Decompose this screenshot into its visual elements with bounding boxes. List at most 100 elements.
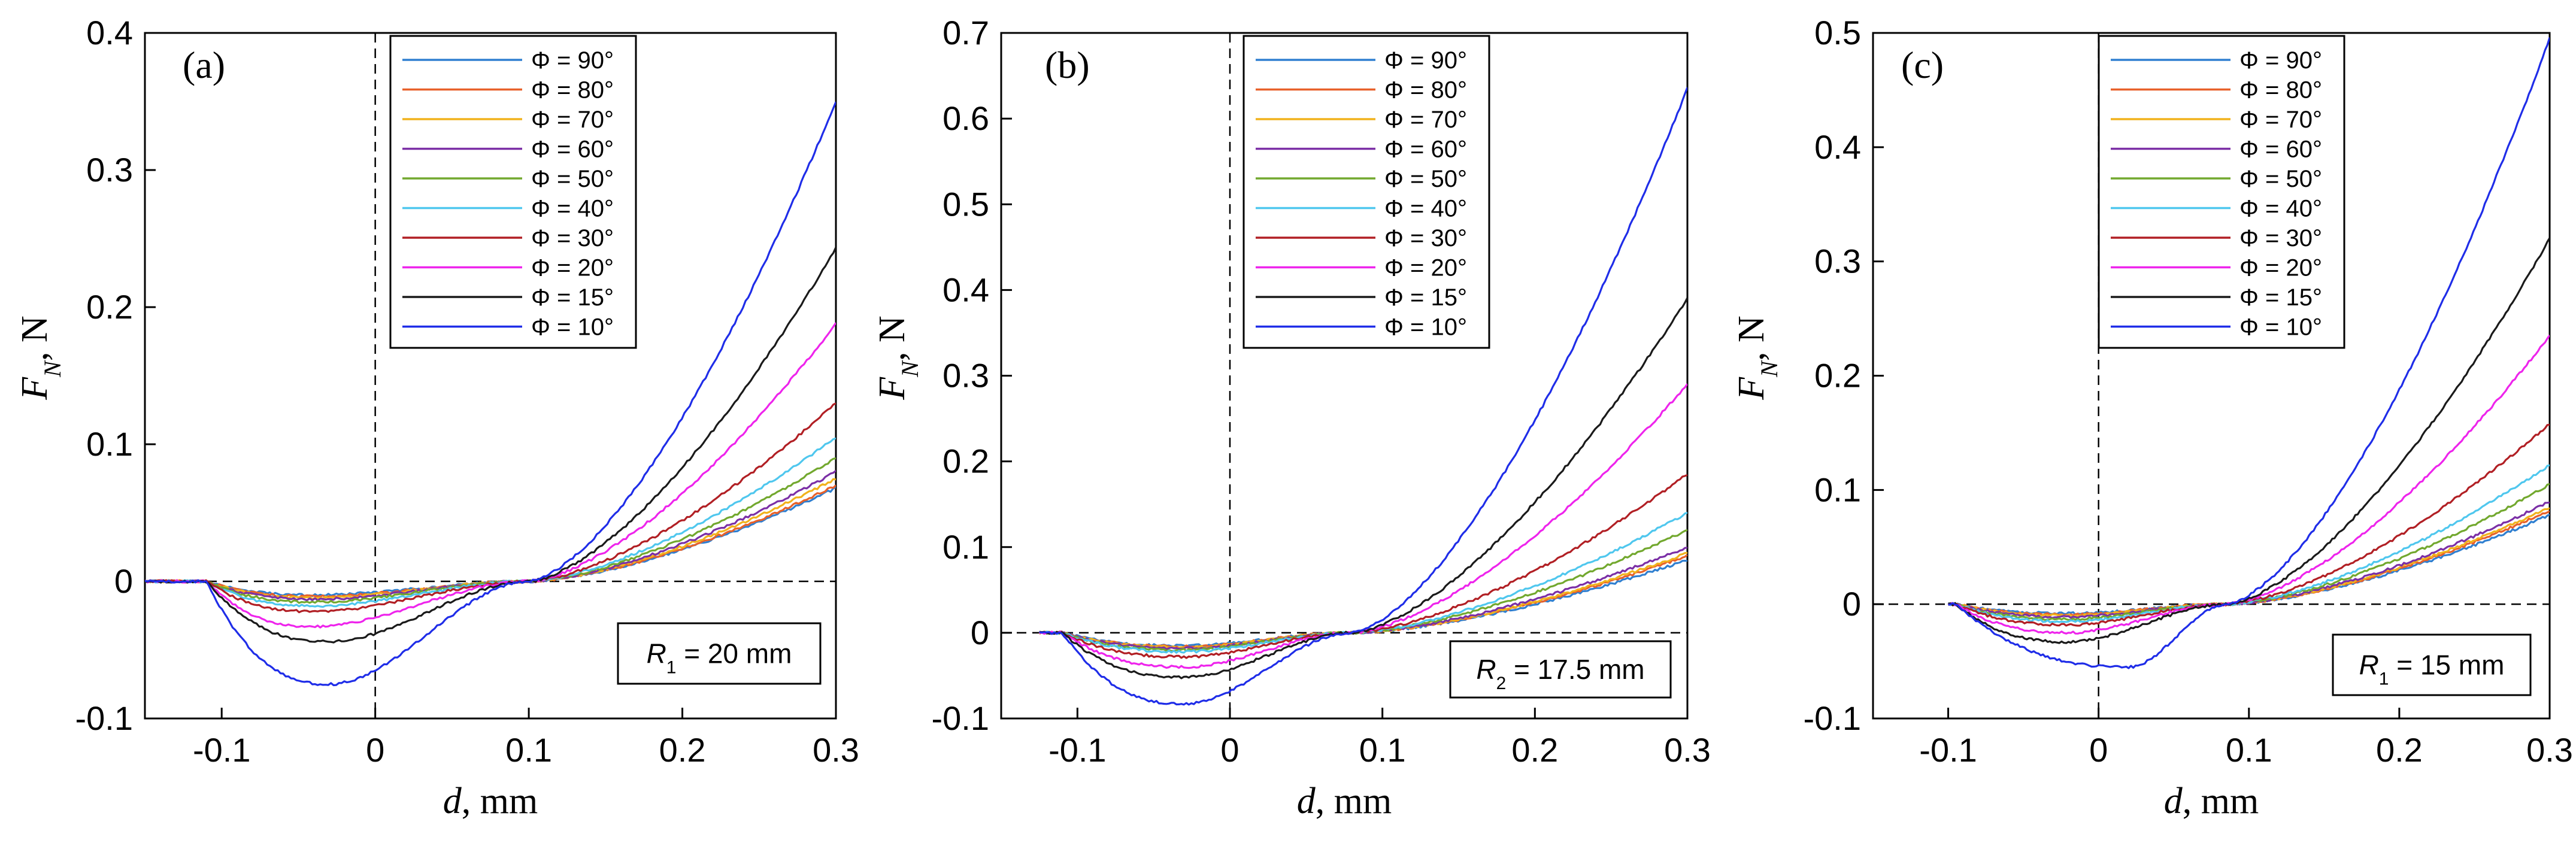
legend-entry: Φ = 90° bbox=[2239, 47, 2322, 74]
y-tick-label: 0.2 bbox=[1814, 357, 1861, 395]
panel-label: (c) bbox=[1901, 44, 1944, 86]
x-tick-label: 0.3 bbox=[813, 731, 859, 769]
legend-entry: Φ = 15° bbox=[531, 284, 614, 311]
legend-entry: Φ = 15° bbox=[1384, 284, 1467, 311]
series-line-10deg bbox=[145, 101, 836, 687]
y-tick-label: 0.3 bbox=[942, 357, 989, 395]
legend-box bbox=[1242, 35, 1490, 349]
series-line-90deg bbox=[145, 486, 836, 598]
legend: Φ = 90° Φ = 80° Φ = 70° Φ = 60° Φ = 50° Φ = 4… bbox=[1242, 35, 1490, 349]
y-axis-label: FN, N bbox=[872, 316, 923, 401]
y-tick-label: 0.4 bbox=[1814, 128, 1861, 166]
annotation-text: R1 = 20 mm bbox=[647, 638, 792, 678]
x-tick-label: 0 bbox=[366, 731, 384, 769]
legend-entry: Φ = 80° bbox=[2239, 77, 2322, 104]
legend-entry: Φ = 70° bbox=[2239, 107, 2322, 133]
legend-entry: Φ = 40° bbox=[2239, 196, 2322, 222]
series-line-15deg bbox=[1039, 297, 1687, 680]
series-line-20deg bbox=[1947, 334, 2550, 635]
legend-entry: Φ = 90° bbox=[1384, 47, 1467, 74]
legend-entry: Φ = 80° bbox=[1384, 77, 1467, 104]
panel-label: (b) bbox=[1045, 44, 1090, 86]
y-tick-label: 0 bbox=[971, 614, 989, 651]
y-axis-label: FN, N bbox=[14, 316, 66, 401]
series-line-90deg bbox=[1038, 560, 1687, 648]
series-line-15deg bbox=[1948, 237, 2550, 644]
series-lines bbox=[145, 101, 836, 687]
annotation-box bbox=[1449, 640, 1672, 699]
annotation-box bbox=[617, 622, 822, 685]
legend-entry: Φ = 30° bbox=[531, 225, 614, 251]
legend-entry: Φ = 10° bbox=[531, 314, 614, 341]
series-line-40deg bbox=[1947, 464, 2550, 623]
radius-annotation: R1 = 20 mm bbox=[617, 622, 822, 685]
y-tick-label: 0.5 bbox=[942, 185, 989, 223]
y-tick-label: 0.4 bbox=[86, 14, 133, 51]
x-tick-label: 0.2 bbox=[659, 731, 706, 769]
legend-entry: Φ = 10° bbox=[1384, 314, 1467, 341]
legend-entry: Φ = 50° bbox=[1384, 166, 1467, 192]
legend: Φ = 90° Φ = 80° Φ = 70° Φ = 60° Φ = 50° Φ = 4… bbox=[2098, 35, 2345, 349]
x-tick-label: -0.1 bbox=[1048, 731, 1107, 769]
legend-entry: Φ = 50° bbox=[531, 166, 614, 192]
y-tick-label: -0.1 bbox=[932, 699, 990, 737]
y-tick-label: 0.2 bbox=[942, 442, 989, 480]
x-tick-label: 0.1 bbox=[2226, 731, 2272, 769]
y-tick-label: 0.1 bbox=[942, 528, 989, 566]
chart-panel-2: -0.1 0 0.1 0.2 0.3 -0.1 0 0.1 0.2 0.3 0.4 0.5 0.6 0.7… bbox=[872, 14, 1711, 821]
y-tick-label: 0.7 bbox=[942, 14, 989, 51]
x-tick-label: -0.1 bbox=[1919, 731, 1977, 769]
legend-entry: Φ = 60° bbox=[1384, 137, 1467, 163]
y-tick-label: 0.4 bbox=[942, 271, 989, 308]
x-axis-label: d, mm bbox=[443, 781, 538, 821]
y-tick-label: 0 bbox=[1842, 585, 1861, 623]
panel-label: (a) bbox=[183, 44, 225, 86]
x-tick-label: 0 bbox=[2089, 731, 2108, 769]
x-axis-label: d, mm bbox=[1297, 781, 1392, 821]
legend-entry: Φ = 50° bbox=[2239, 166, 2322, 192]
legend-entry: Φ = 40° bbox=[531, 196, 614, 222]
x-tick-label: 0.1 bbox=[1359, 731, 1406, 769]
series-lines bbox=[1038, 87, 1687, 706]
series-line-10deg bbox=[1948, 37, 2550, 669]
chart-panel-3: -0.1 0 0.1 0.2 0.3 -0.1 0 0.1 0.2 0.3 0.4 0.5 d, mm F… bbox=[1731, 14, 2573, 821]
legend-entry: Φ = 80° bbox=[531, 77, 614, 104]
legend-entry: Φ = 40° bbox=[1384, 196, 1467, 222]
y-tick-label: -0.1 bbox=[1804, 699, 1862, 737]
legend-entry: Φ = 20° bbox=[2239, 255, 2322, 281]
plot-frame bbox=[144, 32, 837, 720]
legend-entry: Φ = 30° bbox=[2239, 225, 2322, 251]
x-tick-label: -0.1 bbox=[193, 731, 251, 769]
legend-entry: Φ = 30° bbox=[1384, 225, 1467, 251]
radius-annotation: R1 = 15 mm bbox=[2332, 633, 2532, 696]
x-tick-label: 0.3 bbox=[1664, 731, 1711, 769]
y-tick-label: 0.6 bbox=[942, 99, 989, 137]
series-line-10deg bbox=[1039, 87, 1687, 706]
legend: Φ = 90° Φ = 80° Φ = 70° Φ = 60° Φ = 50° Φ = 4… bbox=[389, 35, 637, 349]
x-axis-label: d, mm bbox=[2164, 781, 2259, 821]
series-line-15deg bbox=[145, 247, 836, 644]
legend-box bbox=[389, 35, 637, 349]
y-tick-label: -0.1 bbox=[75, 699, 134, 737]
legend-entry: Φ = 90° bbox=[531, 47, 614, 74]
legend-entry: Φ = 10° bbox=[2239, 314, 2322, 341]
legend-entry: Φ = 20° bbox=[1384, 255, 1467, 281]
x-tick-label: 0.2 bbox=[1511, 731, 1558, 769]
y-tick-label: 0.2 bbox=[86, 288, 133, 326]
chart-panel-1: -0.1 0 0.1 0.2 0.3 -0.1 0 0.1 0.2 0.3 0.4 d, mm FN, … bbox=[14, 14, 859, 821]
legend-entry: Φ = 60° bbox=[531, 137, 614, 163]
series-line-20deg bbox=[1039, 383, 1687, 669]
annotation-text: R1 = 15 mm bbox=[2359, 650, 2505, 689]
legend-entry: Φ = 70° bbox=[531, 107, 614, 133]
series-line-40deg bbox=[145, 437, 836, 608]
series-line-30deg bbox=[145, 402, 836, 614]
legend-entry: Φ = 70° bbox=[1384, 107, 1467, 133]
y-tick-label: 0.3 bbox=[86, 151, 133, 189]
x-tick-label: 0.3 bbox=[2526, 731, 2573, 769]
annotation-text: R2 = 17.5 mm bbox=[1476, 654, 1644, 693]
y-tick-label: 0.5 bbox=[1814, 14, 1861, 51]
x-tick-label: 0.2 bbox=[2376, 731, 2423, 769]
radius-annotation: R2 = 17.5 mm bbox=[1449, 640, 1672, 699]
legend-entry: Φ = 60° bbox=[2239, 137, 2322, 163]
